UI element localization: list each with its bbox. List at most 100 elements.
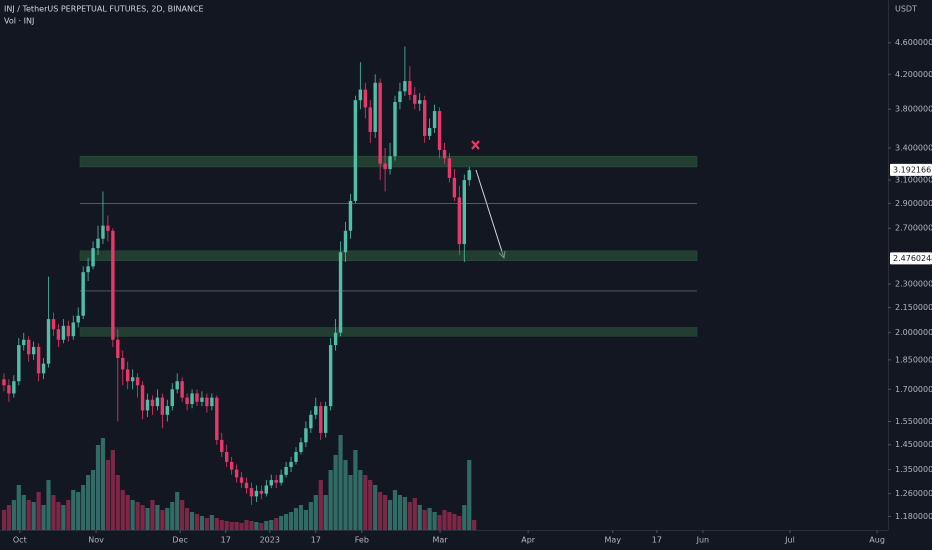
volume-bar xyxy=(125,495,130,530)
volume-bar xyxy=(16,485,21,530)
candle-body xyxy=(442,150,447,159)
volume-bar xyxy=(105,460,111,530)
y-tick-label: 1.18000000 xyxy=(895,512,932,521)
candle-body xyxy=(244,482,249,489)
volume-bar xyxy=(234,522,239,530)
volume-bar xyxy=(150,500,155,530)
volume-bar xyxy=(254,522,259,530)
volume-bar xyxy=(36,492,41,530)
candle-body xyxy=(447,158,452,178)
candle-body xyxy=(363,89,367,108)
volume-bar xyxy=(353,450,358,530)
volume-bar xyxy=(368,480,373,530)
y-tick-label: 2.15000000 xyxy=(895,303,932,312)
candle-body xyxy=(289,461,293,468)
x-tick-label: Oct xyxy=(13,536,27,545)
candle-body xyxy=(239,477,244,483)
candle-body xyxy=(135,377,140,386)
candle-body xyxy=(36,346,41,374)
volume-bar xyxy=(51,495,56,530)
volume-bar xyxy=(224,521,229,530)
candle-body xyxy=(96,238,100,249)
y-tick-label: 1.70000000 xyxy=(895,385,932,394)
chart-title: INJ / TetherUS PERPETUAL FUTURES, 2D, BI… xyxy=(4,5,204,14)
candle-body xyxy=(225,451,229,462)
x-tick-label: Aug xyxy=(869,536,885,545)
candle-body xyxy=(71,322,75,337)
price-label: 2.47602447 xyxy=(893,254,932,263)
volume-bar xyxy=(239,523,244,530)
candle-body xyxy=(76,315,80,323)
candle-body xyxy=(328,345,333,407)
candle-body xyxy=(333,332,338,346)
volume-bar xyxy=(145,508,150,530)
volume-bar xyxy=(333,455,338,530)
volume-bar xyxy=(472,520,477,530)
y-tick-label: 1.45000000 xyxy=(895,440,932,449)
candle-body xyxy=(388,156,392,170)
y-tick-label: 1.26000000 xyxy=(895,489,932,498)
candle-body xyxy=(12,381,16,394)
candle-body xyxy=(61,325,66,340)
volume-bar xyxy=(229,522,234,530)
volume-bar xyxy=(308,502,313,530)
volume-bar xyxy=(279,516,284,530)
candle-body xyxy=(2,379,6,386)
candle-body xyxy=(91,248,95,267)
candle-body xyxy=(249,488,254,497)
x-tick-label: Jun xyxy=(696,536,710,545)
volume-bar xyxy=(422,510,427,530)
y-tick-label: 3.80000000 xyxy=(895,105,932,114)
candle-body xyxy=(403,81,407,92)
y-tick-label: 3.10000000 xyxy=(895,176,932,185)
volume-bar xyxy=(115,475,120,530)
volume-bar xyxy=(303,510,308,530)
volume-bar xyxy=(209,515,214,530)
volume-bar xyxy=(31,502,36,530)
candle-body xyxy=(264,485,269,494)
x-tick-label: May xyxy=(605,536,622,545)
volume-bar xyxy=(437,515,442,530)
volume-bar xyxy=(46,480,51,530)
volume-bar xyxy=(26,500,31,530)
volume-bar xyxy=(382,495,388,530)
volume-bar xyxy=(140,505,145,530)
volume-bar xyxy=(363,475,368,530)
volume-bar xyxy=(21,495,26,530)
candle-body xyxy=(17,345,21,382)
candle-body xyxy=(314,406,318,415)
candle-body xyxy=(398,91,402,102)
volume-bar xyxy=(194,514,200,530)
x-marker xyxy=(471,140,480,150)
candle-body xyxy=(294,451,298,462)
y-tick-label: 3.40000000 xyxy=(895,143,932,152)
candle-body xyxy=(190,393,194,404)
candle-body xyxy=(413,94,417,104)
x-tick-label: 17 xyxy=(652,536,662,545)
y-tick-label: 2.00000000 xyxy=(895,328,932,337)
y-tick-label: 1.85000000 xyxy=(895,355,932,364)
candle-body xyxy=(41,363,46,374)
volume-bar xyxy=(81,485,86,530)
volume-bar xyxy=(95,445,101,530)
volume-bar xyxy=(264,521,269,530)
volume-bar xyxy=(185,508,190,530)
candle-body xyxy=(452,177,457,198)
y-tick-label: 4.20000000 xyxy=(895,70,932,79)
volume-bar xyxy=(288,512,294,530)
price-label-box xyxy=(890,252,932,265)
candle-body xyxy=(393,101,397,157)
candle-body xyxy=(432,111,437,129)
y-tick-label: 4.60000000 xyxy=(895,38,932,47)
candle-body xyxy=(299,442,303,452)
candle-body xyxy=(106,225,110,231)
volume-bar xyxy=(204,518,210,530)
candle-body xyxy=(51,319,56,330)
candle-body xyxy=(140,385,145,411)
candle-body xyxy=(7,385,11,394)
candle-body xyxy=(358,89,363,101)
candle-body xyxy=(304,428,308,443)
y-tick-label: 2.90000000 xyxy=(895,199,932,208)
candle-body xyxy=(234,469,239,478)
